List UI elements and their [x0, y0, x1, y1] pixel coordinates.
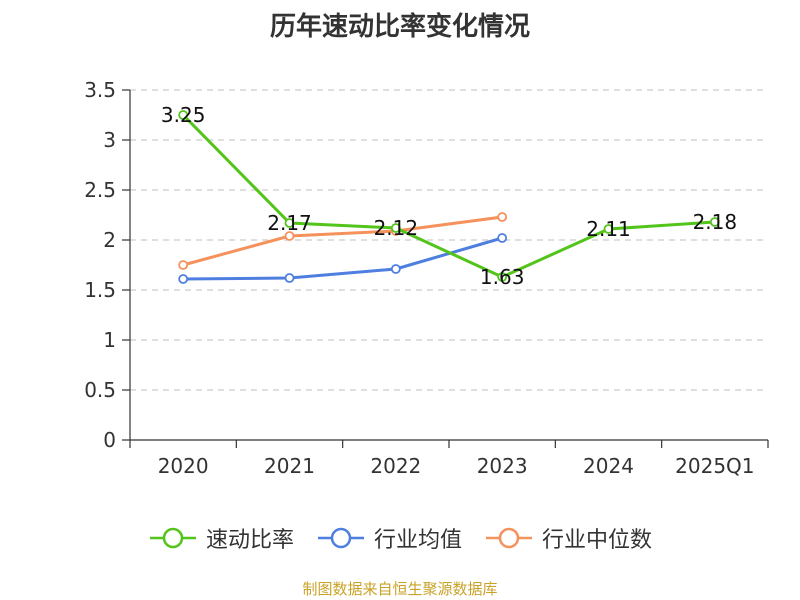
data-point[interactable] — [709, 217, 720, 227]
data-label: 2.11 — [586, 217, 631, 241]
x-tick-label: 2025Q1 — [675, 454, 754, 478]
legend-line-circle-icon — [317, 527, 364, 549]
y-tick-label: 2 — [103, 228, 116, 252]
data-label: 2.17 — [267, 211, 312, 235]
y-tick-label: 2.5 — [84, 178, 116, 202]
data-point[interactable] — [497, 272, 508, 282]
series-line-0 — [182, 113, 715, 279]
data-label: 1.63 — [480, 265, 525, 289]
source-note: 制图数据来自恒生聚源数据库 — [302, 580, 498, 598]
x-tick-label: 2020 — [158, 454, 209, 478]
legend-item-1[interactable]: 行业均值 — [316, 522, 462, 554]
data-point[interactable] — [178, 110, 189, 120]
y-tick-label: 3.5 — [84, 78, 116, 102]
data-point[interactable] — [178, 260, 189, 270]
chart-title: 历年速动比率变化情况 — [269, 12, 530, 42]
data-point[interactable] — [603, 224, 614, 234]
data-point[interactable] — [390, 223, 401, 233]
x-tick-label: 2024 — [583, 454, 634, 478]
data-point[interactable] — [390, 264, 401, 274]
legend-item-2[interactable]: 行业中位数 — [484, 522, 652, 554]
legend-label: 速动比率 — [205, 528, 294, 553]
legend-circle — [330, 527, 352, 549]
y-tick-label: 3 — [103, 128, 116, 152]
legend-circle — [498, 527, 520, 549]
y-tick-label: 0.5 — [84, 378, 116, 402]
data-point[interactable] — [284, 231, 295, 241]
data-point[interactable] — [284, 218, 295, 228]
data-point[interactable] — [284, 273, 295, 283]
series-line-2 — [182, 215, 503, 267]
data-point[interactable] — [178, 274, 189, 284]
chart-area: 0 0.5 1 1.5 2 2.5 3 3.5 2020 2021 2022 2023 2024 2025… — [84, 78, 769, 478]
series-line-1 — [183, 236, 503, 281]
data-labels: 3.25 2.17 2.12 1.63 2.11 2.18 — [161, 103, 737, 289]
data-point[interactable] — [497, 233, 508, 243]
legend-label: 行业均值 — [373, 528, 462, 553]
data-label: 3.25 — [161, 103, 206, 127]
y-tick-label: 0 — [103, 428, 116, 452]
y-tick-label: 1 — [103, 328, 116, 352]
data-label: 2.12 — [374, 216, 419, 240]
x-tick-label: 2021 — [264, 454, 315, 478]
legend-circle — [162, 527, 184, 549]
grid-lines — [130, 89, 768, 391]
y-tick-label: 1.5 — [84, 278, 116, 302]
data-point[interactable] — [497, 212, 508, 222]
x-tick-label: 2023 — [477, 454, 528, 478]
data-label: 2.18 — [693, 210, 738, 234]
series-lines — [178, 110, 720, 284]
legend-line-circle-icon — [149, 527, 196, 549]
legend-label: 行业中位数 — [542, 528, 653, 553]
axes: 0 0.5 1 1.5 2 2.5 3 3.5 2020 2021 2022 2023 2024 2025… — [84, 78, 769, 478]
legend-line-circle-icon — [486, 527, 532, 549]
legend: 速动比率 行业均值 行业中位数 — [0, 518, 800, 558]
legend-item-0[interactable]: 速动比率 — [148, 522, 294, 554]
x-tick-label: 2022 — [370, 454, 421, 478]
